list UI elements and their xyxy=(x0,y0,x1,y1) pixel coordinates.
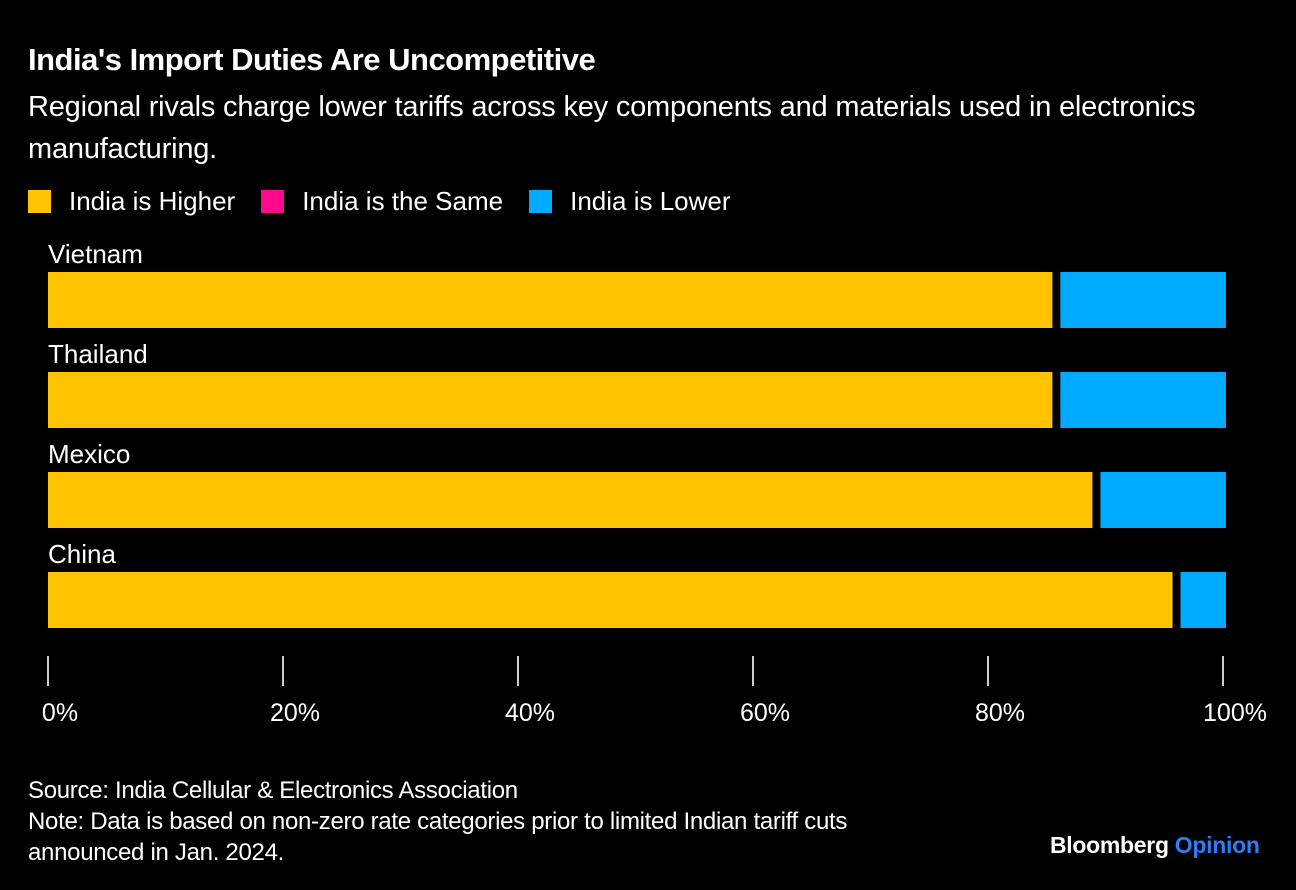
x-tick-label-60: 60% xyxy=(740,699,790,727)
legend-swatch-higher xyxy=(28,190,51,213)
bar-thailand-india-is-lower xyxy=(1060,372,1226,428)
legend-swatch-lower xyxy=(529,190,553,213)
source-text: Source: India Cellular & Electronics Ass… xyxy=(28,777,518,804)
x-tick-label-0: 0% xyxy=(42,699,78,727)
bar-mexico-india-is-lower xyxy=(1100,472,1226,528)
category-label-china: China xyxy=(48,539,116,569)
x-tick-label-80: 80% xyxy=(975,699,1025,727)
chart-footer: Source: India Cellular & Electronics Ass… xyxy=(28,775,847,868)
bar-vietnam-india-is-higher xyxy=(48,272,1053,328)
legend-item-lower: India is Lower xyxy=(529,186,731,217)
bar-mexico-india-is-higher xyxy=(48,472,1093,528)
brand-section: Opinion xyxy=(1174,832,1260,858)
category-label-thailand: Thailand xyxy=(48,339,148,369)
legend-label-higher: India is Higher xyxy=(69,186,236,216)
chart-subtitle: Regional rivals charge lower tariffs acr… xyxy=(28,91,1196,165)
legend-item-same: India is the Same xyxy=(261,186,503,217)
bar-china-india-is-lower xyxy=(1180,572,1226,628)
x-tick-label-20: 20% xyxy=(270,699,320,727)
chart-title: India's Import Duties Are Uncompetitive xyxy=(28,42,596,77)
x-tick-label-100: 100% xyxy=(1203,699,1267,727)
legend-item-higher: India is Higher xyxy=(28,186,235,217)
legend: India is Higher India is the Same India … xyxy=(28,186,757,217)
category-label-mexico: Mexico xyxy=(48,439,130,469)
note-text-line1: Note: Data is based on non-zero rate cat… xyxy=(28,808,848,835)
legend-swatch-same xyxy=(261,190,285,213)
brand-name: Bloomberg xyxy=(1050,832,1169,858)
note-text-line2: announced in Jan. 2024. xyxy=(28,839,284,866)
category-label-vietnam: Vietnam xyxy=(48,239,143,269)
legend-label-lower: India is Lower xyxy=(570,186,731,216)
brand-logo: Bloomberg Opinion xyxy=(1050,832,1260,859)
bar-china-india-is-higher xyxy=(48,572,1173,628)
legend-label-same: India is the Same xyxy=(302,186,504,216)
bar-vietnam-india-is-lower xyxy=(1060,272,1226,328)
bar-thailand-india-is-higher xyxy=(48,372,1053,428)
x-tick-label-40: 40% xyxy=(505,699,555,727)
